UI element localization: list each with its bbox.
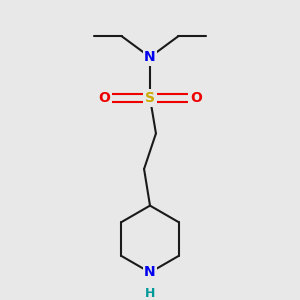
Text: N: N — [144, 266, 156, 280]
Text: O: O — [190, 91, 202, 105]
Text: N: N — [144, 50, 156, 64]
Text: H: H — [145, 287, 155, 300]
Text: O: O — [98, 91, 110, 105]
Text: S: S — [145, 91, 155, 105]
